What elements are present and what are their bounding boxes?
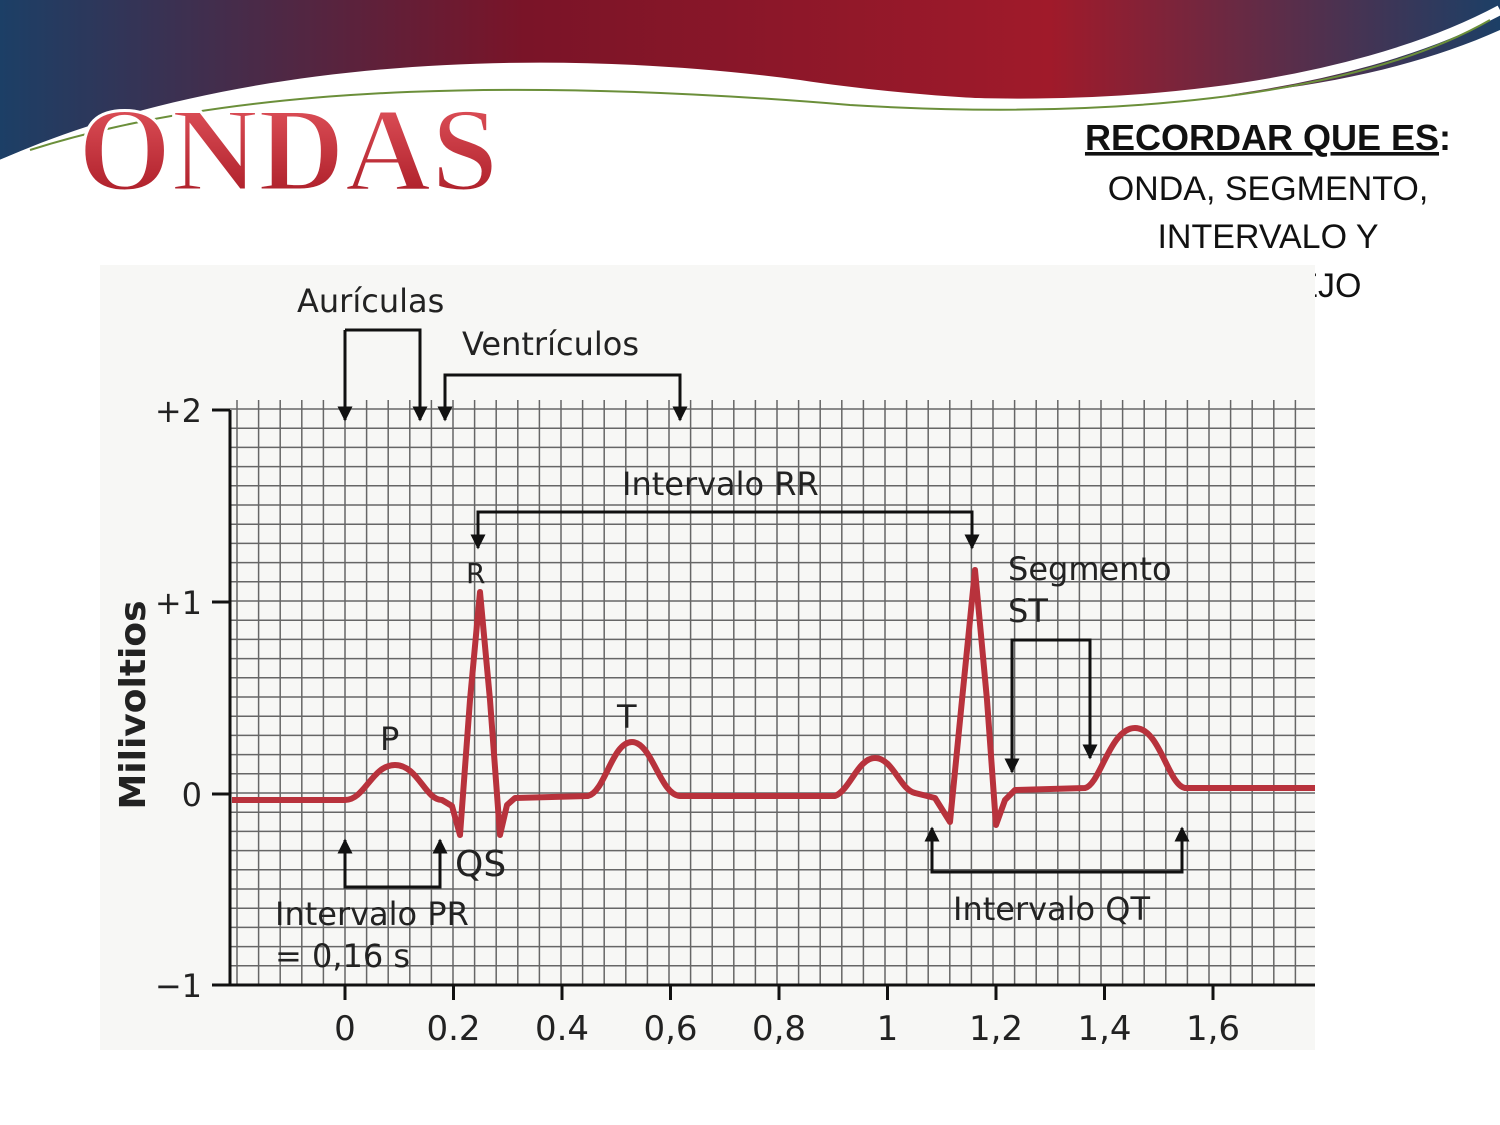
label: P (380, 720, 399, 758)
note-heading-text: RECORDAR QUE ES (1085, 117, 1439, 158)
label: Intervalo QT (953, 890, 1150, 928)
x-tick-label: 0.4 (535, 1009, 589, 1049)
ecg-trace (232, 567, 1315, 838)
header-band (0, 0, 1500, 160)
grid (230, 400, 1315, 986)
note-punct: : (1439, 117, 1451, 158)
header-stripe (0, 5, 1500, 170)
y-tick-label: +2 (155, 392, 202, 430)
label: T (616, 698, 637, 736)
x-tick-label: 1,4 (1077, 1009, 1131, 1049)
x-tick-label: 0,8 (752, 1009, 806, 1049)
x-tick-label: 1,2 (969, 1009, 1023, 1049)
ticks: +2 +1 0 −1 0 0.2 0.4 0,6 0,8 1 1,2 1,4 1,6 (155, 392, 1240, 1049)
title: ONDAS (78, 83, 498, 216)
x-tick-label: 1,6 (1186, 1009, 1240, 1049)
header-line (29, 19, 1491, 151)
arrow (1012, 638, 1098, 760)
arrow (478, 510, 980, 550)
label: Intervalo PR (275, 895, 469, 933)
x-tick-label: 0,6 (643, 1009, 697, 1049)
label: Segmento (1008, 550, 1172, 588)
arrow (445, 373, 688, 422)
label: Intervalo RR (622, 465, 819, 503)
label: R (466, 557, 485, 590)
y-tick-label: −1 (155, 967, 202, 1005)
arrow (345, 838, 448, 889)
y-axis-title: Milivoltios (113, 600, 154, 809)
x-tick-label: 1 (877, 1009, 899, 1049)
arrow (345, 328, 428, 422)
arrow (932, 826, 1190, 874)
ecg-figure: +2 +1 0 −1 0 0.2 0.4 0,6 0,8 1 1,2 1,4 1,6 Milivolti… (100, 265, 1315, 1050)
y-tick-label: +1 (155, 584, 202, 622)
y-tick-label: 0 (182, 776, 202, 814)
label: QS (455, 844, 506, 885)
label: Ventrículos (462, 325, 639, 363)
x-tick-label: 0 (334, 1009, 356, 1049)
label: ST (1008, 592, 1048, 630)
label: = 0,16 s (275, 937, 410, 975)
x-tick-label: 0.2 (426, 1009, 480, 1049)
note-line: ONDA, SEGMENTO, (1108, 170, 1429, 208)
note-heading: RECORDAR QUE ES: (1085, 117, 1451, 158)
note-line: INTERVALO Y (1157, 218, 1378, 256)
label: Aurículas (297, 282, 444, 320)
